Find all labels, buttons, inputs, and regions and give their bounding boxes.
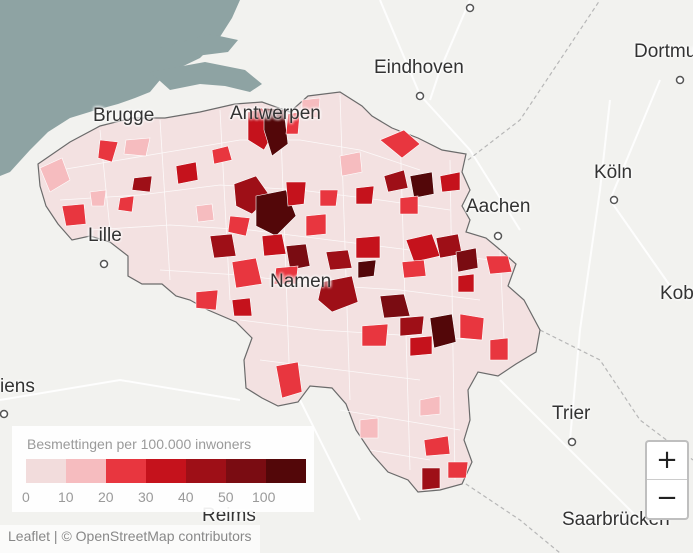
legend-swatch-3 [146,459,186,483]
city-label-brugge: Brugge [93,105,155,126]
city-label-lille: Lille [88,225,122,246]
legend-swatch-2 [106,459,146,483]
legend-tick: 50 [218,489,234,505]
legend-tick: 40 [178,489,194,505]
map-attribution: Leaflet | © OpenStreetMap contributors [0,525,260,553]
leaflet-link[interactable]: Leaflet [8,528,51,544]
osm-link[interactable]: OpenStreetMap [75,528,175,544]
city-label-trier: Trier [552,403,591,424]
legend-tick: 0 [22,489,30,505]
legend-panel: Besmettingen per 100.000 inwoners 0 10 2… [12,426,314,512]
legend-scale [26,459,306,483]
choropleth-patches [39,97,513,491]
legend-swatch-0 [26,459,66,483]
legend-tick: 100 [252,489,276,505]
scheldt-estuary [150,62,262,92]
legend-swatch-4 [186,459,226,483]
city-label-dortmund: Dortmu [634,41,693,62]
city-label-amiens: iens [0,376,35,397]
zoom-control: + − [645,440,689,520]
zoom-in-button[interactable]: + [647,442,687,480]
city-label-aachen: Aachen [466,196,531,217]
city-label-saarbrucken: Saarbrücken [562,509,670,530]
legend-swatch-1 [66,459,106,483]
legend-swatch-5 [226,459,266,483]
attribution-suffix: contributors [174,528,252,544]
city-label-antwerpen: Antwerpen [230,103,321,124]
city-label-eindhoven: Eindhoven [374,57,464,78]
city-label-koln: Köln [594,162,633,183]
legend-tick: 10 [58,489,74,505]
legend-swatch-6 [266,459,306,483]
city-label-namen: Namen [270,271,332,292]
attribution-separator: | © [50,528,76,544]
eastern-scheldt [160,34,238,60]
city-markers [0,3,685,447]
zoom-out-button[interactable]: − [656,483,678,513]
legend-tick: 20 [98,489,114,505]
legend-title: Besmettingen per 100.000 inwoners [27,436,252,452]
country-borders [459,0,693,553]
legend-tick: 30 [138,489,154,505]
city-label-koblenz: Kob [660,283,693,304]
